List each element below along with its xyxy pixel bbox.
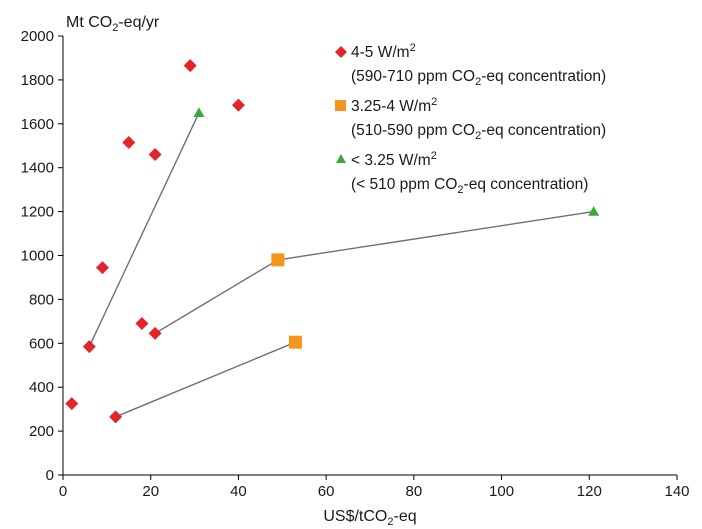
diamond-marker bbox=[148, 326, 162, 340]
y-axis-title: Mt CO2-eq/yr bbox=[66, 14, 160, 34]
x-axis-title-sub: 2 bbox=[387, 516, 393, 528]
x-axis-title-pre: US$/tCO bbox=[323, 508, 387, 525]
x-axis-title-post: -eq bbox=[394, 508, 417, 525]
x-tick-label: 60 bbox=[318, 483, 335, 500]
legend-sublabel-mid-forcing: (510-590 ppm CO2-eq concentration) bbox=[351, 122, 606, 142]
diamond-marker bbox=[109, 410, 123, 424]
legend-entry-high-forcing: 4-5 W/m2 (590-710 ppm CO2-eq concentrati… bbox=[335, 42, 606, 88]
x-tick-label: 20 bbox=[142, 483, 159, 500]
legend: 4-5 W/m2 (590-710 ppm CO2-eq concentrati… bbox=[335, 42, 606, 196]
x-tick-label: 120 bbox=[577, 483, 602, 500]
axes: 0 200 400 600 800 1000 1200 1400 1600 1800 2000 0 20… bbox=[21, 28, 690, 500]
y-tick-label: 0 bbox=[46, 467, 54, 484]
legend-diamond-marker bbox=[335, 46, 347, 58]
legend-label-low-forcing: < 3.25 W/m2 bbox=[351, 150, 437, 169]
y-tick-label: 1000 bbox=[21, 248, 54, 265]
x-tick-label: 100 bbox=[489, 483, 514, 500]
triangle-marker bbox=[193, 107, 205, 117]
diamond-marker bbox=[122, 135, 136, 149]
y-tick-label: 1200 bbox=[21, 204, 54, 221]
y-tick-label: 200 bbox=[29, 423, 54, 440]
legend-entry-low-forcing: < 3.25 W/m2 (< 510 ppm CO2-eq concentrat… bbox=[336, 150, 588, 196]
connector-line bbox=[115, 341, 296, 418]
y-axis-title-post: -eq/yr bbox=[118, 14, 160, 31]
diamond-marker bbox=[135, 317, 149, 331]
y-tick-label: 1800 bbox=[21, 72, 54, 89]
legend-triangle-marker bbox=[336, 154, 346, 163]
diamond-marker bbox=[95, 261, 109, 275]
diamond-marker bbox=[148, 148, 162, 162]
data-markers bbox=[65, 59, 600, 424]
y-tick-label: 800 bbox=[29, 291, 54, 308]
diamond-marker bbox=[65, 397, 79, 411]
legend-label-high-forcing: 4-5 W/m2 bbox=[351, 42, 416, 61]
legend-sublabel-high-forcing: (590-710 ppm CO2-eq concentration) bbox=[351, 68, 606, 88]
y-tick-label: 400 bbox=[29, 379, 54, 396]
x-tick-label: 140 bbox=[664, 483, 689, 500]
y-axis-title-sub: 2 bbox=[112, 22, 118, 34]
y-tick-label: 600 bbox=[29, 335, 54, 352]
y-tick-label: 1600 bbox=[21, 116, 54, 133]
legend-sublabel-low-forcing: (< 510 ppm CO2-eq concentration) bbox=[351, 176, 588, 196]
y-tick-label: 1400 bbox=[21, 160, 54, 177]
y-axis-title-pre: Mt CO bbox=[66, 14, 112, 31]
x-tick-label: 0 bbox=[59, 483, 67, 500]
diamond-marker bbox=[82, 340, 96, 354]
x-axis-title: US$/tCO2-eq bbox=[323, 508, 416, 528]
triangle-marker bbox=[588, 206, 600, 216]
connector-line bbox=[88, 112, 200, 347]
square-marker bbox=[271, 253, 285, 267]
square-marker bbox=[288, 335, 302, 349]
legend-square-marker bbox=[335, 100, 346, 111]
y-tick-label: 2000 bbox=[21, 28, 54, 45]
legend-entry-mid-forcing: 3.25-4 W/m2 (510-590 ppm CO2-eq concentr… bbox=[335, 96, 606, 142]
diamond-marker bbox=[231, 98, 245, 112]
x-tick-label: 80 bbox=[406, 483, 423, 500]
connector-line bbox=[154, 210, 594, 335]
legend-label-mid-forcing: 3.25-4 W/m2 bbox=[351, 96, 437, 115]
x-tick-label: 40 bbox=[230, 483, 247, 500]
diamond-marker bbox=[183, 59, 197, 73]
